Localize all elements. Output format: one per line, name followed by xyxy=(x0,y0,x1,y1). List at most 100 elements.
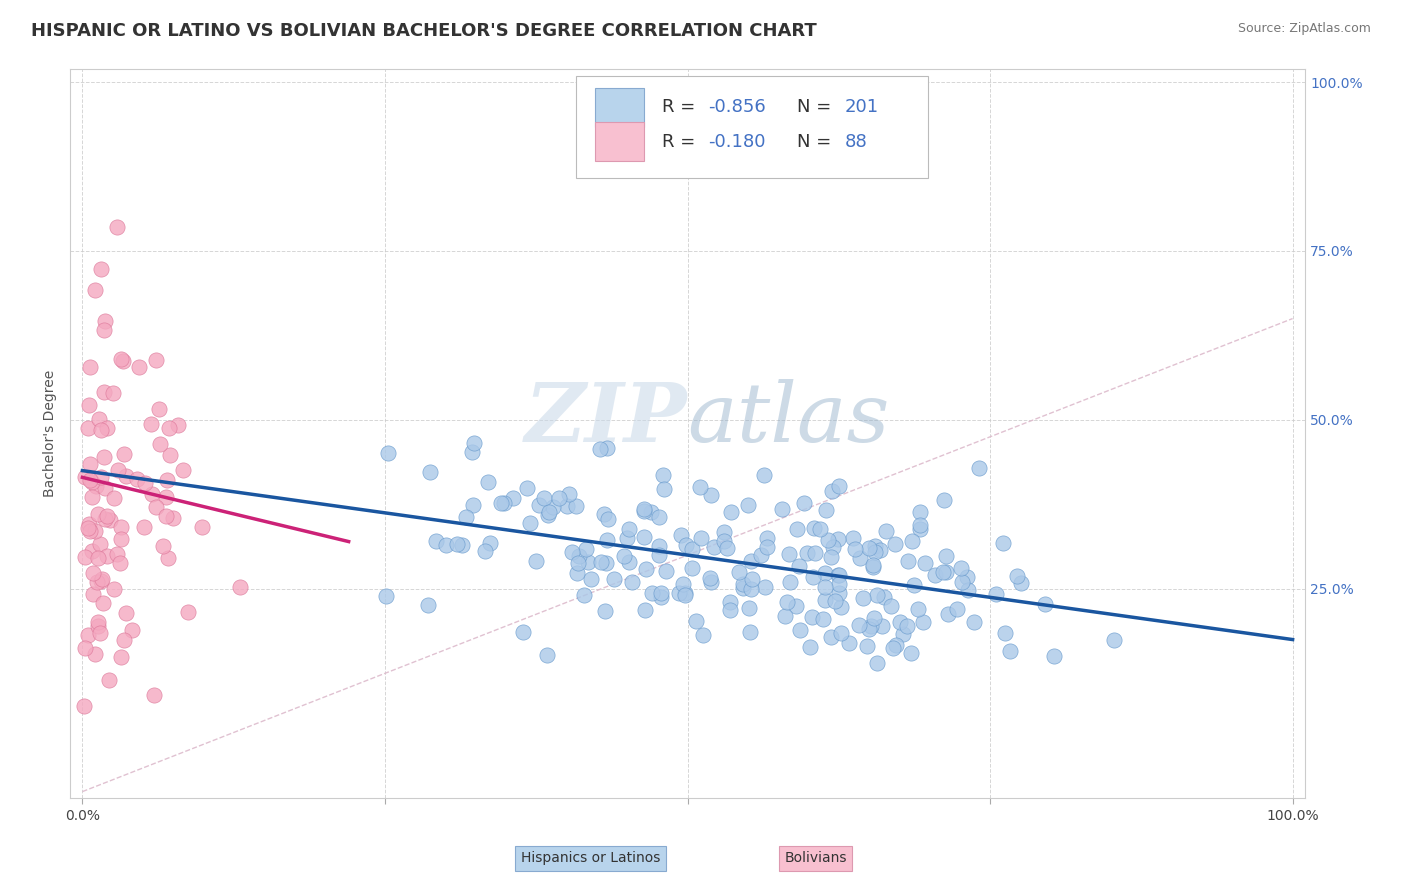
Point xyxy=(932,492,955,507)
Point xyxy=(820,630,842,644)
Point xyxy=(567,556,589,570)
Point xyxy=(668,586,690,600)
Point xyxy=(741,572,763,586)
Point xyxy=(648,539,671,553)
Point xyxy=(716,541,738,555)
Point xyxy=(669,527,692,541)
Point xyxy=(80,490,103,504)
Point xyxy=(733,577,755,591)
Point xyxy=(882,640,904,655)
Point xyxy=(814,566,837,580)
Point xyxy=(827,568,849,582)
Point xyxy=(156,551,179,566)
Point xyxy=(991,536,1014,550)
Point xyxy=(713,533,735,548)
Point xyxy=(648,548,671,562)
Point xyxy=(681,560,703,574)
Point xyxy=(425,534,447,549)
Point xyxy=(963,615,986,629)
Point xyxy=(79,473,101,487)
Text: Source: ZipAtlas.com: Source: ZipAtlas.com xyxy=(1237,22,1371,36)
Point xyxy=(103,491,125,505)
Point xyxy=(596,441,619,455)
Point xyxy=(756,540,779,554)
Point xyxy=(377,446,399,460)
Point xyxy=(908,505,931,519)
Point xyxy=(633,503,655,517)
Point xyxy=(83,524,105,538)
Point xyxy=(862,558,884,572)
Point xyxy=(728,566,751,580)
FancyBboxPatch shape xyxy=(595,87,644,127)
Point xyxy=(105,547,128,561)
Point xyxy=(1043,648,1066,663)
Point xyxy=(865,539,887,553)
Point xyxy=(969,461,991,475)
Point xyxy=(156,473,179,487)
Point xyxy=(110,532,132,546)
Point xyxy=(672,576,695,591)
Point xyxy=(675,539,697,553)
Point xyxy=(650,591,672,605)
Point xyxy=(152,539,174,553)
Point xyxy=(950,575,973,590)
Text: R =: R = xyxy=(662,98,700,116)
Point xyxy=(884,638,907,652)
Point xyxy=(703,540,725,554)
Point xyxy=(536,648,558,662)
Point xyxy=(79,458,101,472)
Point xyxy=(374,589,396,603)
Point xyxy=(754,580,776,594)
Point xyxy=(860,619,883,633)
Point xyxy=(80,475,103,490)
Point xyxy=(884,537,907,551)
Point xyxy=(191,519,214,533)
Point xyxy=(880,599,903,613)
FancyBboxPatch shape xyxy=(595,122,644,161)
Point xyxy=(98,513,121,527)
Point xyxy=(502,491,524,506)
Point xyxy=(848,551,870,566)
Point xyxy=(821,483,844,498)
Text: R =: R = xyxy=(662,133,700,151)
Point xyxy=(855,639,877,653)
Point xyxy=(796,546,818,560)
Point xyxy=(565,500,588,514)
Point xyxy=(77,421,100,435)
Point xyxy=(77,516,100,531)
Point xyxy=(115,468,138,483)
Point xyxy=(157,421,180,435)
Point xyxy=(935,549,957,564)
Point xyxy=(94,314,117,328)
Point xyxy=(145,500,167,515)
Point xyxy=(141,417,163,432)
Point xyxy=(76,521,98,535)
Point xyxy=(897,554,920,568)
FancyBboxPatch shape xyxy=(576,76,928,178)
Point xyxy=(82,566,104,580)
Point xyxy=(740,582,762,596)
Point xyxy=(155,509,177,524)
Point xyxy=(90,470,112,484)
Point xyxy=(75,469,97,483)
Point xyxy=(557,499,579,513)
Point xyxy=(89,625,111,640)
Point xyxy=(808,523,831,537)
Point xyxy=(73,640,96,655)
Point xyxy=(914,556,936,570)
Point xyxy=(602,573,624,587)
Point xyxy=(793,496,815,510)
Point xyxy=(567,566,589,580)
Point xyxy=(83,283,105,297)
Point xyxy=(740,554,762,568)
Text: N =: N = xyxy=(797,133,838,151)
Point xyxy=(418,598,440,612)
Point xyxy=(946,602,969,616)
Point xyxy=(82,544,104,558)
Point xyxy=(738,624,761,639)
Point xyxy=(910,523,932,537)
Point xyxy=(589,442,612,457)
Point xyxy=(824,593,846,607)
Point xyxy=(950,561,973,575)
Point xyxy=(862,611,884,625)
